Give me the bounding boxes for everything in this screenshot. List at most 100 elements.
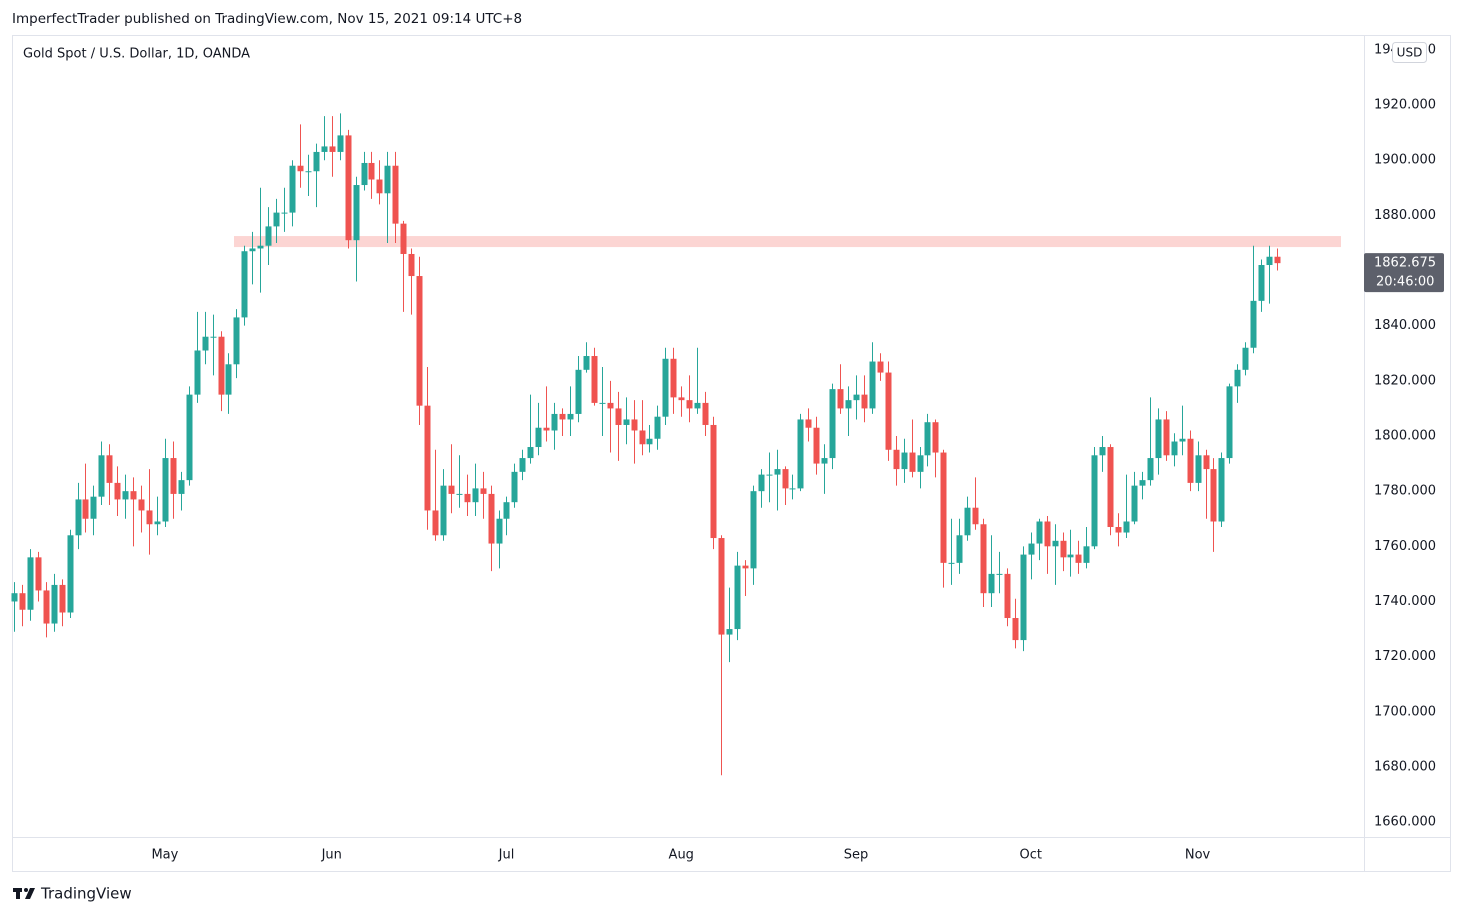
candle-body — [1107, 447, 1114, 528]
currency-box[interactable] — [1392, 42, 1427, 63]
y-tick-label: 1660.000 — [1374, 815, 1436, 830]
candle-body — [130, 491, 137, 500]
candle-body — [384, 165, 391, 194]
candle-body — [956, 535, 963, 563]
candle-body — [376, 179, 383, 194]
candle-body — [273, 212, 280, 227]
candle-body — [1060, 540, 1067, 558]
x-tick-label: Sep — [844, 848, 869, 863]
y-tick-label: 1780.000 — [1374, 484, 1436, 499]
candle-body — [782, 469, 789, 489]
candle-body — [829, 389, 836, 459]
candle-body — [718, 538, 725, 635]
candle-body — [599, 402, 606, 404]
candle-body — [813, 427, 820, 464]
currency-label[interactable]: USD — [1397, 46, 1423, 60]
candle-body — [607, 402, 614, 409]
candle-body — [567, 413, 574, 420]
x-tick-label: Aug — [669, 848, 694, 863]
candle-body — [1075, 554, 1082, 563]
candle-body — [313, 151, 320, 172]
candle-body — [233, 317, 240, 365]
candle-body — [1028, 543, 1035, 555]
candle-body — [122, 491, 129, 500]
candle-body — [456, 493, 463, 495]
candle-body — [1195, 455, 1202, 483]
candle-body — [225, 364, 232, 395]
candle-body — [1004, 573, 1011, 619]
candle-body — [496, 518, 503, 544]
candle-body — [615, 408, 622, 425]
symbol-title: Gold Spot / U.S. Dollar, 1D, OANDA — [23, 47, 250, 62]
x-tick-label: Nov — [1185, 848, 1211, 863]
candle-body — [1044, 521, 1051, 547]
candle-body — [559, 413, 566, 420]
candle-body — [1123, 521, 1130, 533]
candle-body — [678, 397, 685, 401]
candle-body — [218, 336, 225, 395]
candle-body — [170, 458, 177, 494]
candle-body — [710, 424, 717, 539]
candle-body — [519, 458, 526, 472]
candle-body — [202, 336, 209, 351]
y-tick-label: 1760.000 — [1374, 539, 1436, 554]
candle-body — [639, 430, 646, 445]
x-tick-label: May — [151, 848, 178, 863]
frame — [12, 35, 1451, 872]
candle-body — [742, 565, 749, 569]
candle-body — [861, 394, 868, 409]
candle-body — [472, 488, 479, 503]
candle-body — [305, 171, 312, 173]
candle-body — [114, 482, 121, 500]
candle-body — [1210, 469, 1217, 522]
candle-body — [1147, 458, 1154, 481]
x-tick-label: Oct — [1020, 848, 1042, 863]
candle-body — [408, 253, 415, 277]
candle-body — [1115, 527, 1122, 533]
logo-part — [16, 888, 20, 899]
candle-body — [575, 369, 582, 414]
candle-body — [98, 455, 105, 497]
candle-body — [996, 573, 1003, 575]
candle-body — [146, 510, 153, 525]
candle-body — [948, 562, 955, 564]
candle-body — [1218, 458, 1225, 522]
candle-body — [917, 455, 924, 472]
y-tick-label: 1700.000 — [1374, 704, 1436, 719]
plot-area — [11, 113, 1341, 776]
candle-body — [82, 499, 89, 519]
candle-body — [106, 455, 113, 483]
time-axis: May Jun Jul Aug Sep Oct Nov — [151, 848, 1210, 863]
candle-body — [774, 469, 781, 475]
candle-body — [893, 449, 900, 470]
candle-body — [837, 389, 844, 409]
candle-body — [789, 488, 796, 490]
candle-body — [646, 438, 653, 445]
candle-body — [368, 162, 375, 180]
candle-body — [440, 485, 447, 536]
candle-body — [281, 212, 288, 214]
candle-body — [297, 165, 304, 172]
candle-body — [591, 356, 598, 403]
candle-body — [186, 394, 193, 481]
candle-body — [535, 427, 542, 448]
candle-body — [19, 593, 26, 610]
candle-body — [90, 496, 97, 519]
candle-body — [805, 419, 812, 428]
candle-body — [1266, 256, 1273, 266]
candle-body — [162, 458, 169, 522]
x-tick-label: Jun — [321, 848, 342, 863]
last-price: 1862.675 20:46:00 — [1364, 253, 1444, 293]
brand: TradingView — [40, 885, 132, 903]
candle-body — [845, 400, 852, 409]
candle-body — [59, 584, 66, 613]
candle-body — [424, 405, 431, 511]
candle-body — [766, 474, 773, 476]
candle-body — [241, 251, 248, 318]
candle-body — [877, 361, 884, 373]
y-tick-label: 1900.000 — [1374, 153, 1436, 168]
candle-body — [178, 480, 185, 494]
